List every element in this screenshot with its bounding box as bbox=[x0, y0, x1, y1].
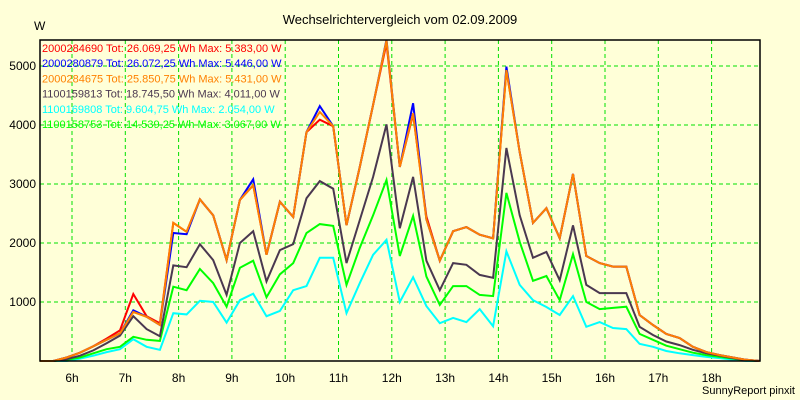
y-axis-label: W bbox=[34, 19, 46, 33]
y-tick-label: 3000 bbox=[9, 177, 36, 191]
legend-entry-2000284690: 2000284690 Tot: 26.069,25 Wh Max: 5.383,… bbox=[42, 43, 282, 55]
x-tick-label: 8h bbox=[172, 371, 185, 385]
y-tick-label: 2000 bbox=[9, 236, 36, 250]
legend: 2000284690 Tot: 26.069,25 Wh Max: 5.383,… bbox=[42, 43, 282, 131]
x-tick-label: 14h bbox=[488, 371, 508, 385]
legend-entry-2000280879: 2000280879 Tot: 26.072,25 Wh Max: 5.446,… bbox=[42, 58, 282, 70]
x-tick-label: 6h bbox=[65, 371, 78, 385]
grid bbox=[40, 40, 760, 361]
series-line-1100169808 bbox=[40, 237, 760, 362]
axis-ticks: 6h 7h 8h 9h 10h 11h 12h 13h 14h 15h 16h 17h 18h 1000 2… bbox=[9, 59, 721, 385]
y-tick-label: 4000 bbox=[9, 118, 36, 132]
y-tick-label: 5000 bbox=[9, 59, 36, 73]
series-line-1100158753 bbox=[40, 176, 760, 362]
legend-entry-1100159813: 1100159813 Tot: 18.745,50 Wh Max: 4.011,… bbox=[42, 89, 281, 101]
x-tick-label: 13h bbox=[435, 371, 455, 385]
legend-entry-1100158753: 1100158753 Tot: 14.539,25 Wh Max: 3.067,… bbox=[42, 119, 281, 131]
x-tick-label: 18h bbox=[702, 371, 722, 385]
series-line-2000284675 bbox=[40, 40, 760, 362]
series-lines bbox=[40, 39, 760, 362]
legend-entry-2000284675: 2000284675 Tot: 25.850,75 Wh Max: 5.431,… bbox=[42, 73, 282, 85]
plot-frame bbox=[39, 39, 761, 362]
series-line-1100159813 bbox=[40, 124, 760, 362]
x-tick-label: 7h bbox=[119, 371, 132, 385]
y-tick-label: 1000 bbox=[9, 295, 36, 309]
x-tick-label: 9h bbox=[225, 371, 238, 385]
chart-title: Wechselrichtervergleich vom 02.09.2009 bbox=[283, 12, 518, 27]
x-tick-label: 12h bbox=[382, 371, 402, 385]
x-tick-label: 10h bbox=[275, 371, 295, 385]
footer-credit: SunnyReport pinxit bbox=[702, 385, 795, 397]
legend-entry-1100169808: 1100169808 Tot: 9.604,75 Wh Max: 2.054,0… bbox=[42, 104, 275, 116]
x-tick-label: 11h bbox=[329, 371, 348, 385]
x-tick-label: 15h bbox=[542, 371, 562, 385]
x-tick-label: 16h bbox=[595, 371, 615, 385]
x-tick-label: 17h bbox=[648, 371, 668, 385]
